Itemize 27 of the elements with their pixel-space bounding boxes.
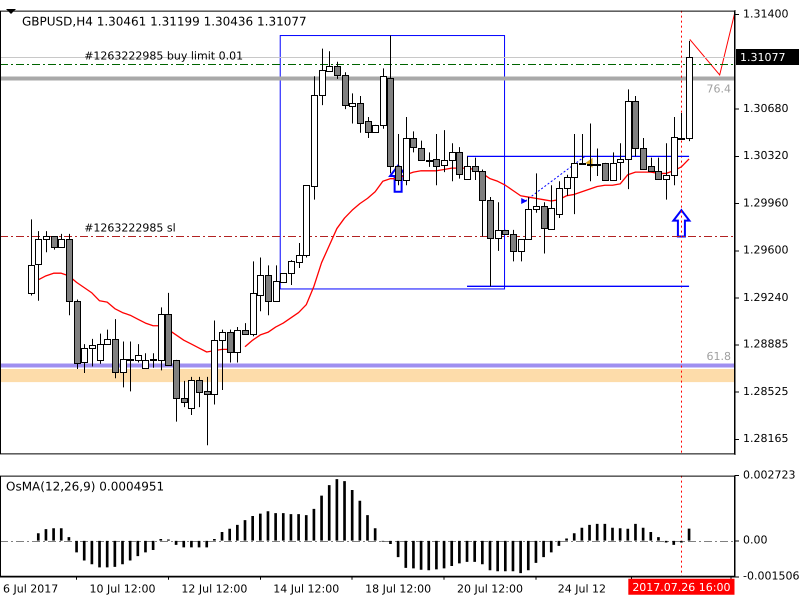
y-tick-label: 1.28165 bbox=[743, 432, 788, 446]
y-tick-label: 1.28525 bbox=[743, 384, 788, 398]
ref-line-label: 1.31077 bbox=[740, 50, 786, 64]
y-tick-label: 1.30320 bbox=[743, 149, 788, 162]
y-tick-label: 1.31400 bbox=[743, 7, 788, 20]
y-tick-label: 1.28885 bbox=[743, 338, 788, 351]
annotation: 76.4 bbox=[706, 82, 731, 96]
annotation: 61.8 bbox=[706, 350, 731, 364]
x-tick-label: 2017.07.26 16:00 bbox=[632, 580, 730, 594]
x-tick-label: 20 Jul 12:00 bbox=[457, 582, 523, 596]
chart-title: OsMA(12,26,9) 0.0004951 bbox=[6, 480, 164, 494]
y-tick-label: 1.29600 bbox=[743, 244, 788, 257]
x-tick-label: 14 Jul 12:00 bbox=[273, 582, 340, 596]
y-tick-label: 0.00 bbox=[743, 534, 768, 547]
y-tick-label: 1.29240 bbox=[743, 291, 788, 304]
chart-title: GBPUSD,H4 1.30461 1.31199 1.30436 1.31077 bbox=[22, 14, 307, 29]
x-tick-label: 12 Jul 12:00 bbox=[181, 582, 248, 596]
x-tick-label: 6 Jul 2017 bbox=[2, 582, 58, 596]
y-tick-label: -0.001506 bbox=[743, 570, 800, 583]
x-tick-label: 24 Jul 12 bbox=[558, 582, 606, 596]
x-tick-label: 10 Jul 12:00 bbox=[90, 582, 156, 596]
ref-line-label: #1263222985 sl bbox=[84, 221, 176, 234]
ref-line-label: #1263222985 buy limit 0.01 bbox=[84, 49, 244, 62]
y-tick-label: 1.29960 bbox=[743, 196, 788, 210]
y-tick-label: 1.30680 bbox=[743, 102, 788, 115]
y-tick-label: 0.002723 bbox=[743, 468, 796, 482]
x-tick-label: 18 Jul 12:00 bbox=[365, 582, 432, 596]
